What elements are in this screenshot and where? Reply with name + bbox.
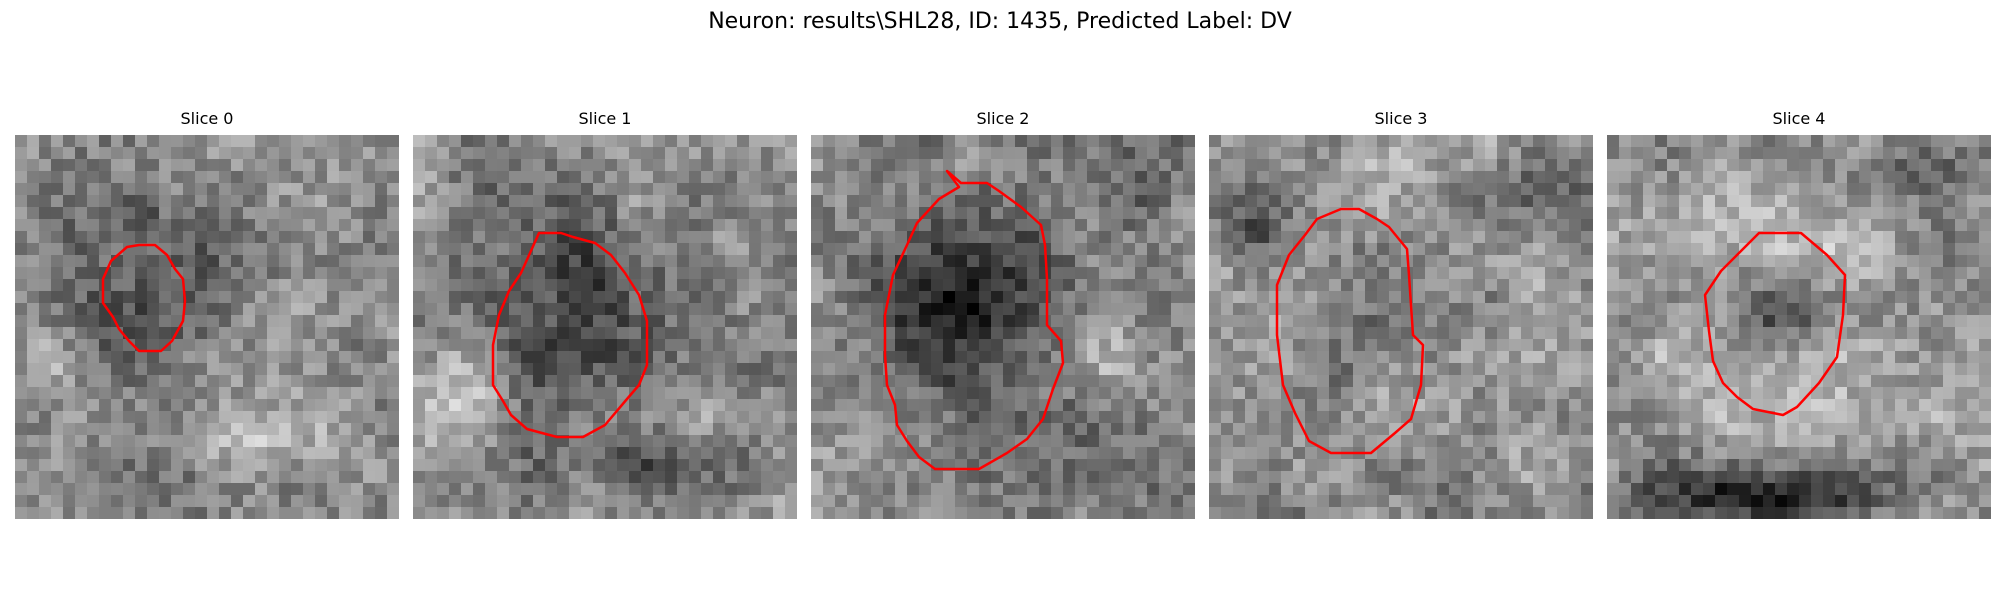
slice-title-0: Slice 0 bbox=[180, 109, 234, 128]
slice-image-3 bbox=[1209, 135, 1593, 519]
slice-title-2: Slice 2 bbox=[976, 109, 1030, 128]
neuron-contour-overlay bbox=[491, 231, 649, 439]
slice-image-0 bbox=[15, 135, 399, 519]
slice-title-3: Slice 3 bbox=[1374, 109, 1428, 128]
neuron-contour bbox=[883, 169, 1065, 471]
neuron-contour-overlay bbox=[1275, 207, 1425, 455]
slice-image-1 bbox=[413, 135, 797, 519]
slice-image-4 bbox=[1607, 135, 1991, 519]
neuron-contour-overlay bbox=[101, 243, 187, 353]
grayscale-microscopy-image bbox=[413, 135, 797, 519]
neuron-contour bbox=[1275, 207, 1425, 455]
slice-image-2 bbox=[811, 135, 1195, 519]
neuron-contour-overlay bbox=[883, 169, 1065, 471]
slice-title-1: Slice 1 bbox=[578, 109, 632, 128]
neuron-contour bbox=[101, 243, 187, 353]
grayscale-microscopy-image bbox=[1607, 135, 1991, 519]
slice-title-4: Slice 4 bbox=[1772, 109, 1826, 128]
neuron-contour bbox=[1703, 231, 1847, 417]
grayscale-microscopy-image bbox=[15, 135, 399, 519]
neuron-contour-overlay bbox=[1703, 231, 1847, 417]
neuron-contour bbox=[491, 231, 649, 439]
figure-title: Neuron: results\SHL28, ID: 1435, Predict… bbox=[708, 9, 1292, 34]
grayscale-microscopy-image bbox=[1209, 135, 1593, 519]
